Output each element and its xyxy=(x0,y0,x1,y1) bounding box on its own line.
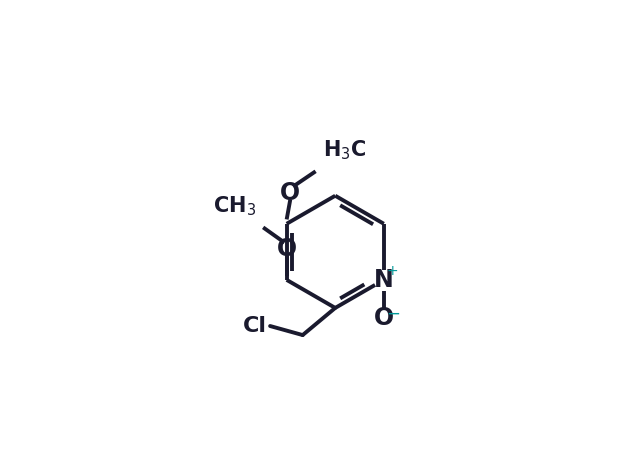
Text: N: N xyxy=(374,268,394,292)
Text: O: O xyxy=(374,306,394,330)
Text: CH$_3$: CH$_3$ xyxy=(213,195,256,219)
Text: O: O xyxy=(280,181,300,205)
Text: −: − xyxy=(386,305,400,322)
Text: +: + xyxy=(387,264,398,278)
Text: O: O xyxy=(276,237,297,261)
Text: H$_3$C: H$_3$C xyxy=(323,139,366,162)
Text: Cl: Cl xyxy=(243,316,266,336)
